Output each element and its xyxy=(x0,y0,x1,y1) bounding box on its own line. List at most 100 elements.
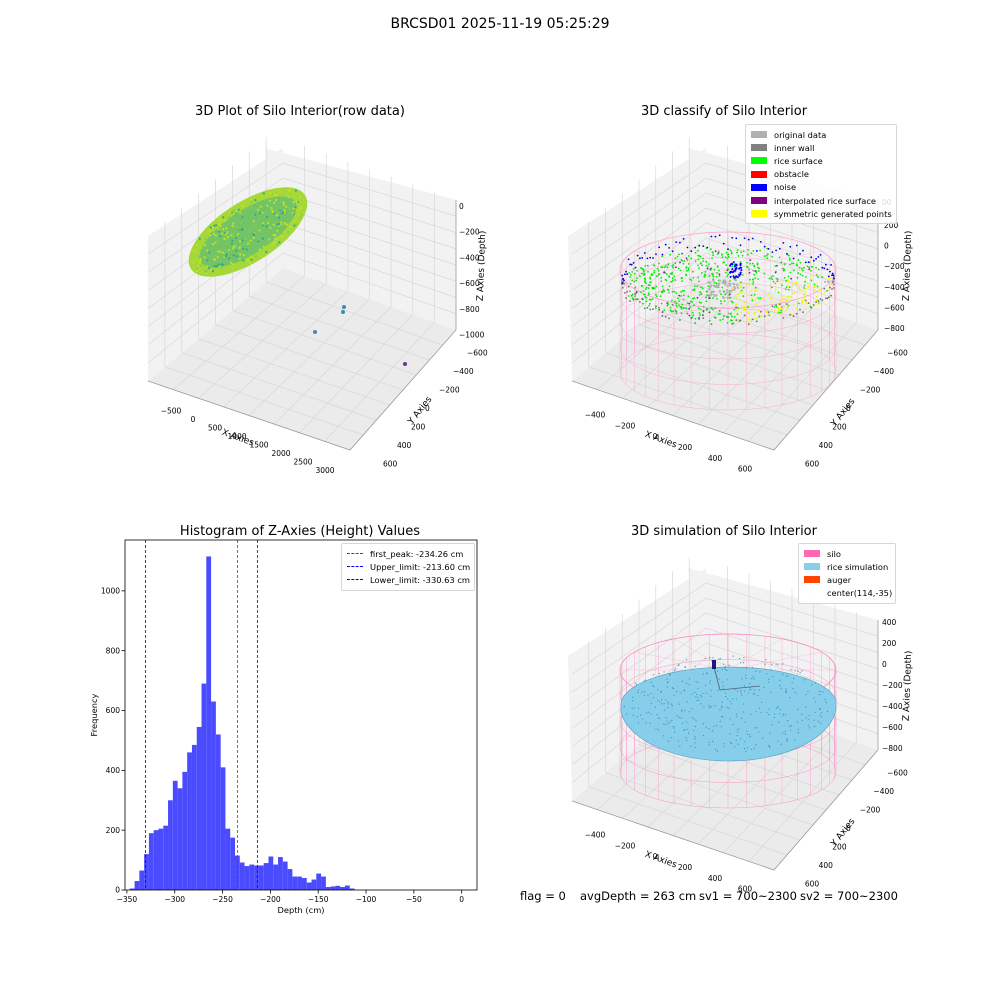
classified-point xyxy=(737,307,740,309)
raw-point xyxy=(237,208,240,211)
original-point xyxy=(726,296,729,299)
surface-mesh-point xyxy=(790,729,792,731)
wall-point xyxy=(830,264,832,266)
classified-point xyxy=(712,290,715,293)
classified-point xyxy=(789,296,792,298)
surface-mesh-point xyxy=(702,692,704,695)
wall-point xyxy=(698,318,701,320)
classified-point xyxy=(785,299,788,301)
classified-point xyxy=(718,273,721,276)
surface-mesh-point xyxy=(727,679,729,681)
raw-point xyxy=(294,223,297,226)
floor-grid-line xyxy=(232,310,417,376)
classified-point xyxy=(668,276,671,278)
classified-point xyxy=(691,311,694,314)
surface-mesh-point xyxy=(808,714,810,716)
wall-point xyxy=(706,308,709,310)
classified-point xyxy=(794,291,796,294)
wall-point xyxy=(789,245,792,248)
surface-mesh-point xyxy=(821,712,823,714)
raw-point xyxy=(218,235,222,238)
legend-label: Lower_limit: -330.63 cm xyxy=(370,574,470,585)
surface-mesh-point xyxy=(672,688,674,690)
wall-point xyxy=(625,270,627,273)
classified-point xyxy=(776,280,779,283)
raw-point xyxy=(230,234,233,237)
classified-point xyxy=(736,298,739,300)
raw-point xyxy=(197,265,200,268)
raw-point xyxy=(293,219,296,222)
legend-swatch xyxy=(751,157,767,165)
raw-point xyxy=(294,189,297,192)
classified-point xyxy=(724,256,727,259)
raw-point xyxy=(204,238,207,241)
classified-point xyxy=(801,274,804,277)
wall-point xyxy=(727,316,729,319)
classified-point xyxy=(675,292,678,295)
wall-grid-line xyxy=(571,612,879,711)
classified-point xyxy=(642,274,645,277)
floor-grid-line xyxy=(748,742,857,862)
surface-mesh-point xyxy=(748,692,750,694)
classified-point xyxy=(677,297,679,300)
classified-point xyxy=(642,290,645,292)
classified-point xyxy=(697,249,699,252)
raw-point xyxy=(266,221,270,225)
classified-point xyxy=(806,265,809,268)
wall-point xyxy=(815,301,817,303)
surface-mesh-point xyxy=(747,747,749,749)
classified-point xyxy=(672,310,675,313)
classified-point xyxy=(688,307,690,310)
classified-point xyxy=(697,254,699,257)
floor-grid-line xyxy=(748,322,857,442)
surface-mesh-point xyxy=(778,685,781,687)
histogram-bar xyxy=(345,885,350,890)
raw-point xyxy=(241,216,244,219)
raw-point xyxy=(211,226,215,229)
raw-point xyxy=(287,231,290,234)
legend-entry-first-peak: first_peak: -234.26 cm xyxy=(347,547,469,560)
classified-point xyxy=(662,288,665,291)
raw-point xyxy=(300,213,303,216)
classified-point xyxy=(666,304,669,307)
plot4-title: 3D simulation of Silo Interior xyxy=(631,524,817,539)
surface-mesh-point xyxy=(667,707,669,709)
histogram-legend: first_peak: -234.26 cm Upper_limit: -213… xyxy=(341,543,475,591)
raw-point xyxy=(227,216,230,219)
raw-point xyxy=(198,267,201,270)
wall-point xyxy=(771,251,774,254)
wall-grid-line xyxy=(571,642,879,747)
classified-point xyxy=(706,267,709,270)
surface-mesh-point xyxy=(664,723,666,725)
wall-grid-line xyxy=(571,207,879,309)
classified-point xyxy=(663,266,666,269)
wall-grid-line xyxy=(571,582,879,675)
y-tick-label: 200 xyxy=(832,843,847,852)
surface-mesh-point xyxy=(744,690,746,692)
raw-point xyxy=(299,216,302,219)
surface-mesh-point xyxy=(785,691,788,694)
legend-swatch xyxy=(751,197,767,205)
surface-mesh-point xyxy=(808,727,811,729)
surface-mesh-point xyxy=(665,716,667,719)
floor-grid-line xyxy=(299,314,414,433)
raw-point xyxy=(278,216,281,219)
wall-point xyxy=(763,315,766,318)
histogram-bar xyxy=(220,767,226,890)
classified-point xyxy=(755,303,758,306)
surface-mesh-point xyxy=(754,693,756,695)
x-tick-label: −50 xyxy=(406,895,422,904)
surface-mesh-point xyxy=(820,722,822,724)
raw-point xyxy=(221,232,224,235)
surface-mesh-point xyxy=(686,682,688,685)
histogram-bar xyxy=(258,865,264,890)
surface-mesh-point xyxy=(758,707,761,709)
simulation-legend: silo rice simulation auger center(114,-3… xyxy=(798,543,896,604)
classified-point xyxy=(777,303,779,306)
surface-mesh-point xyxy=(688,684,691,686)
classified-point xyxy=(733,308,736,311)
wall-grid-line xyxy=(571,252,879,364)
y-tick-label: −600 xyxy=(467,348,488,357)
z-tick-label: −200 xyxy=(459,228,480,237)
classified-point xyxy=(781,298,784,301)
